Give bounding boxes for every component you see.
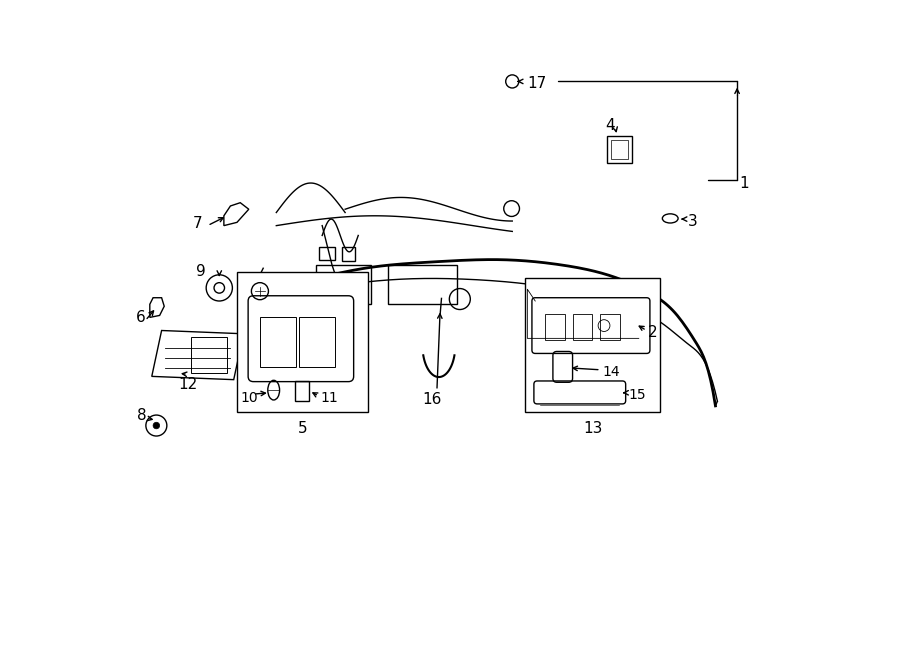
Text: 2: 2 bbox=[648, 325, 658, 340]
Bar bbox=[526, 278, 660, 412]
Bar bbox=[545, 314, 564, 340]
Text: 1: 1 bbox=[739, 176, 749, 190]
Bar bbox=[388, 265, 456, 304]
Bar bbox=[316, 265, 372, 304]
Text: 9: 9 bbox=[196, 264, 206, 279]
Bar bbox=[552, 285, 601, 321]
Bar bbox=[260, 317, 296, 367]
Text: 4: 4 bbox=[606, 118, 615, 133]
Text: 16: 16 bbox=[422, 392, 441, 407]
Text: 14: 14 bbox=[603, 365, 620, 379]
Bar bbox=[572, 314, 592, 340]
Bar bbox=[191, 337, 227, 373]
Bar bbox=[611, 139, 628, 159]
Bar bbox=[237, 272, 368, 412]
Text: 6: 6 bbox=[135, 310, 145, 325]
Text: 17: 17 bbox=[527, 76, 546, 91]
Text: 12: 12 bbox=[178, 377, 197, 392]
Text: 11: 11 bbox=[321, 391, 338, 405]
Circle shape bbox=[153, 422, 159, 429]
Text: 7: 7 bbox=[194, 216, 202, 231]
Bar bbox=[608, 136, 632, 163]
Bar bbox=[294, 381, 309, 401]
Text: 3: 3 bbox=[688, 214, 698, 229]
Text: 8: 8 bbox=[137, 408, 147, 423]
Text: 5: 5 bbox=[298, 421, 307, 436]
Bar bbox=[319, 247, 336, 260]
Bar bbox=[342, 247, 355, 261]
Text: 15: 15 bbox=[628, 388, 646, 402]
Text: 13: 13 bbox=[583, 421, 602, 436]
Bar bbox=[299, 317, 336, 367]
Bar bbox=[600, 314, 620, 340]
Text: 10: 10 bbox=[240, 391, 258, 405]
